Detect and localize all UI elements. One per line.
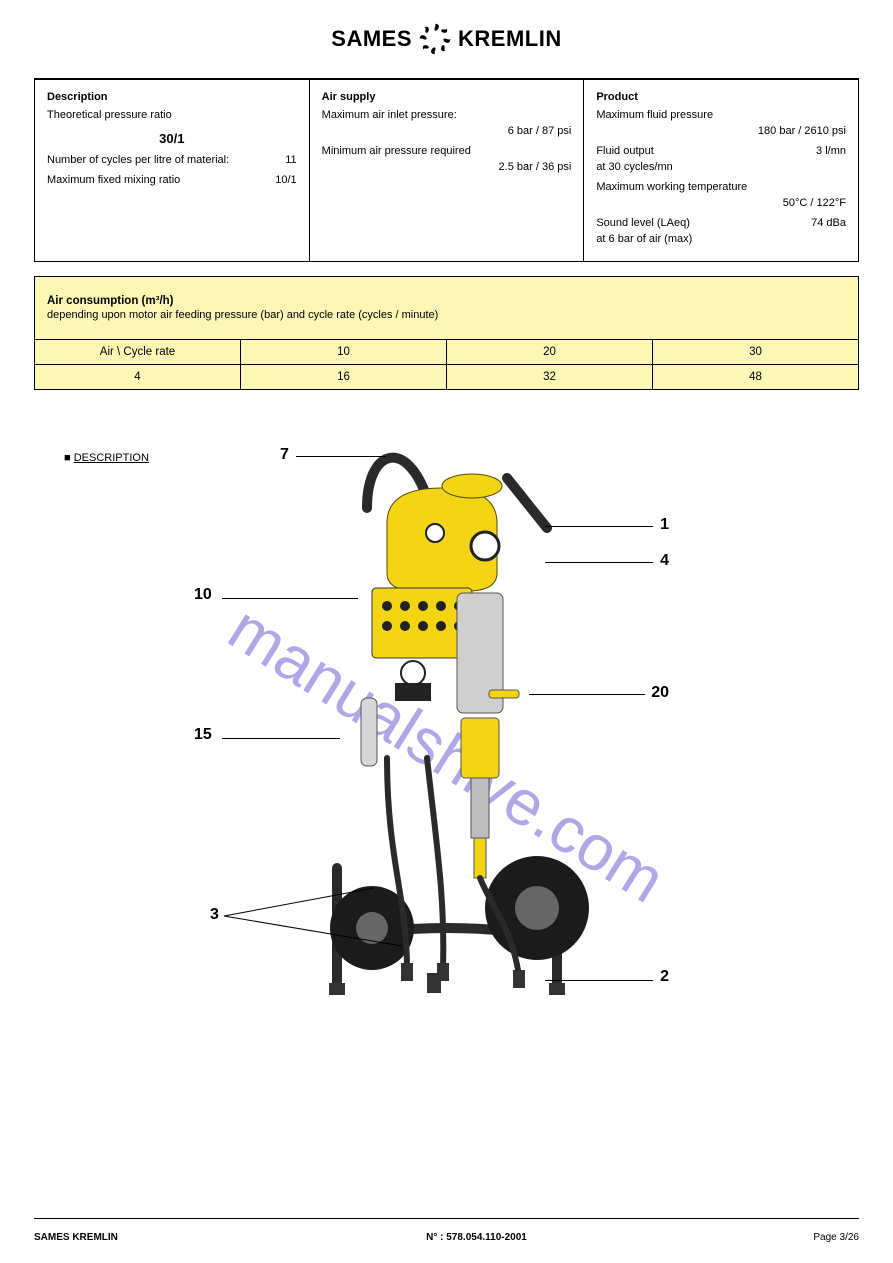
air-rate-label: Air \ Cycle rate: [35, 340, 241, 365]
brand-name-right: KREMLIN: [458, 26, 562, 52]
brand-swirl-icon: [418, 22, 452, 56]
callout-10: 10: [194, 586, 212, 604]
air-rate-20: 20: [447, 340, 653, 365]
air-vol-2: 32: [447, 365, 653, 390]
callout-4: 4: [660, 552, 669, 570]
col3-sound: 74 dBa: [811, 216, 846, 232]
col3-line1: Maximum fluid pressure: [596, 108, 846, 124]
air-table-header: Air consumption (m³/h) depending upon mo…: [35, 277, 859, 340]
col1-line2: Number of cycles per litre of material:: [47, 154, 229, 166]
col1-line3: Maximum fixed mixing ratio: [47, 174, 180, 186]
callout-1: 1: [660, 516, 669, 534]
leader-2: [545, 980, 653, 981]
description-area: ■ DESCRIPTION manualshive.com: [34, 408, 859, 1048]
col2-minp: 2.5 bar / 36 psi: [322, 160, 572, 176]
page-header: SAMES KREMLIN: [0, 0, 893, 56]
col1-line1: Theoretical pressure ratio: [47, 108, 297, 124]
col3-line5: at 6 bar of air (max): [596, 232, 846, 248]
air-head-note: depending upon motor air feeding pressur…: [47, 309, 846, 321]
footer-page: Page 3/26: [739, 1232, 859, 1243]
leader-10: [222, 598, 358, 599]
leader-4: [545, 562, 653, 563]
footer-rule: [34, 1218, 859, 1219]
air-head-bold: Air consumption (m³/h): [47, 295, 174, 307]
air-table-vol-row: 4 16 32 48: [35, 365, 859, 390]
leader-7: [296, 456, 386, 457]
leader-1: [545, 526, 653, 527]
callout-15: 15: [194, 726, 212, 744]
spec-col-product: Product Maximum fluid pressure 180 bar /…: [584, 80, 859, 262]
footer-docnum: N° : 578.054.110-2001: [214, 1232, 739, 1243]
callout-7: 7: [280, 446, 289, 464]
spec-col-air: Air supply Maximum air inlet pressure: 6…: [309, 80, 584, 262]
col1-cycle-val: 11: [285, 153, 296, 169]
footer-brand: SAMES KREMLIN: [34, 1232, 214, 1243]
air-rate-30: 30: [653, 340, 859, 365]
spec-col-description: Description Theoretical pressure ratio 3…: [35, 80, 310, 262]
main-content: Description Theoretical pressure ratio 3…: [0, 79, 893, 1048]
air-vol-1: 16: [241, 365, 447, 390]
machine-diagram: manualshive.com: [34, 408, 859, 1048]
col3-line2b: at 30 cycles/mn: [596, 160, 846, 176]
callout-3: 3: [210, 906, 219, 924]
air-vol-0: 4: [35, 365, 241, 390]
air-vol-3: 48: [653, 365, 859, 390]
col2-title: Air supply: [322, 90, 572, 106]
page-footer: SAMES KREMLIN N° : 578.054.110-2001 Page…: [34, 1232, 859, 1243]
col3-line4: Sound level (LAeq): [596, 217, 690, 229]
col3-output: 3 l/mn: [816, 144, 846, 160]
brand-mark: SAMES KREMLIN: [331, 22, 561, 56]
col2-maxp: 6 bar / 87 psi: [322, 124, 572, 140]
brand-name-left: SAMES: [331, 26, 412, 52]
col1-mix-val: 10/1: [275, 173, 296, 189]
col1-title: Description: [47, 90, 297, 106]
air-rate-10: 10: [241, 340, 447, 365]
air-consumption-table: Air consumption (m³/h) depending upon mo…: [34, 276, 859, 390]
col3-fluidp: 180 bar / 2610 psi: [596, 124, 846, 140]
spec-table: Description Theoretical pressure ratio 3…: [34, 79, 859, 262]
leader-3-icon: [224, 888, 424, 978]
col1-ratio: 30/1: [47, 130, 297, 149]
col3-title: Product: [596, 90, 846, 106]
col3-line2a: Fluid output: [596, 145, 653, 157]
leader-20: [529, 694, 645, 695]
callout-2: 2: [660, 968, 669, 986]
col2-line2: Minimum air pressure required: [322, 144, 572, 160]
col3-line3: Maximum working temperature: [596, 180, 846, 196]
col3-temp: 50°C / 122°F: [596, 196, 846, 212]
leader-15: [222, 738, 340, 739]
callout-20: 20: [651, 684, 669, 702]
col2-line1: Maximum air inlet pressure:: [322, 108, 572, 124]
air-table-rate-row: Air \ Cycle rate 10 20 30: [35, 340, 859, 365]
